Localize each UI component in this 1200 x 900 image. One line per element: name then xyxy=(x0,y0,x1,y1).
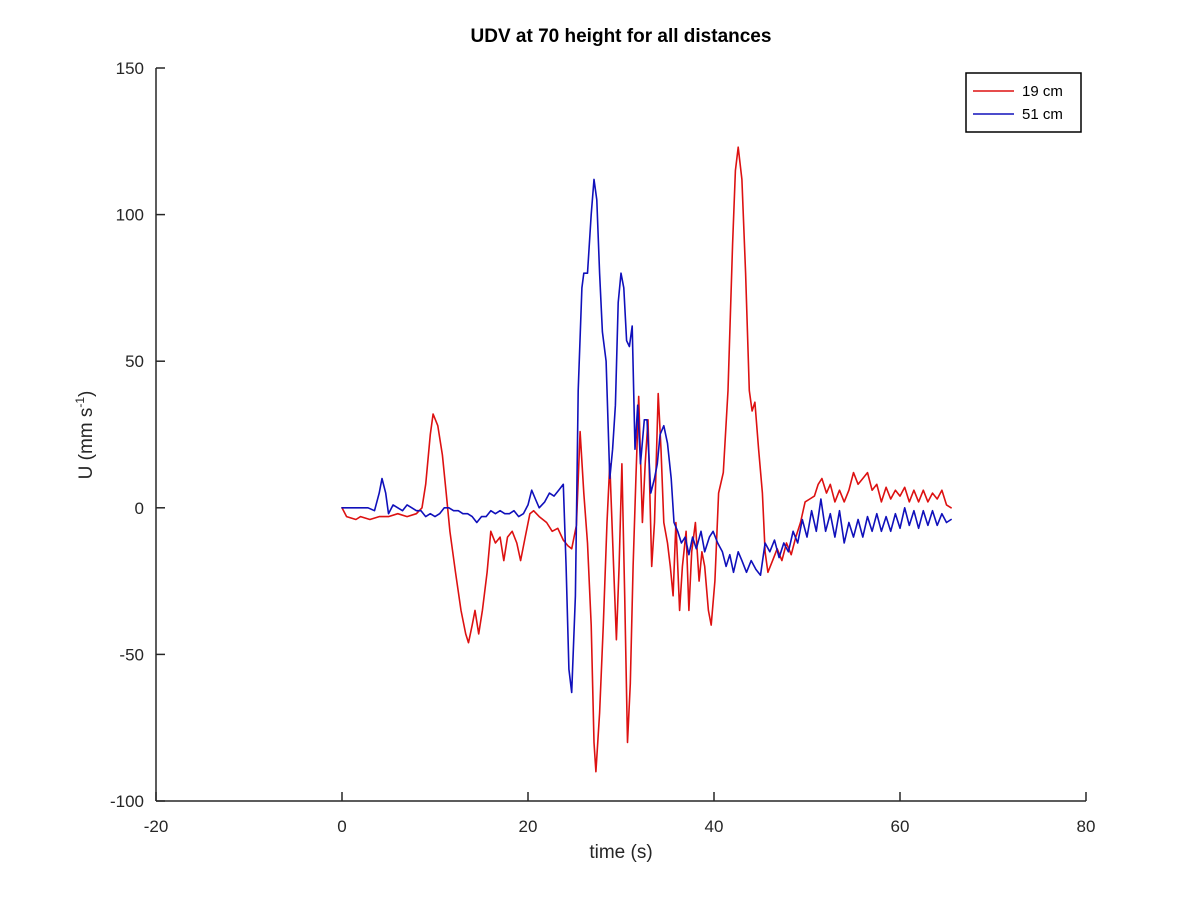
y-tick-label: 0 xyxy=(135,499,144,518)
x-axis-label: time (s) xyxy=(589,842,652,863)
tick-marks xyxy=(155,67,1087,802)
chart-title: UDV at 70 height for all distances xyxy=(471,26,772,47)
y-axis-label-main: U (mm s xyxy=(76,408,97,480)
svg-text:U (mm s-1): U (mm s-1) xyxy=(73,391,97,480)
x-tick-label: 0 xyxy=(337,817,346,836)
y-tick-label: -100 xyxy=(110,792,144,811)
x-tick-label: 40 xyxy=(705,817,724,836)
axes xyxy=(155,68,1086,802)
series-line-2 xyxy=(341,178,952,694)
y-tick-label: 100 xyxy=(116,206,144,225)
y-tick-label: -50 xyxy=(119,645,144,664)
y-axis-label-superscript: -1 xyxy=(73,397,87,408)
legend: 19 cm 51 cm xyxy=(965,72,1082,133)
legend-label-2: 51 cm xyxy=(1022,106,1063,123)
y-axis-label: U (mm s-1) xyxy=(73,391,97,480)
legend-box xyxy=(965,72,1082,133)
legend-label-1: 19 cm xyxy=(1022,83,1063,100)
x-tick-label: 20 xyxy=(519,817,538,836)
series-layer xyxy=(341,146,952,773)
series-line-1 xyxy=(341,146,952,773)
y-tick-label: 150 xyxy=(116,59,144,78)
x-tick-label: 60 xyxy=(891,817,910,836)
y-tick-label: 50 xyxy=(125,352,144,371)
y-axis-label-end: ) xyxy=(76,391,97,397)
tick-labels: -20 0 20 40 60 80 -100 -50 0 50 100 150 xyxy=(110,59,1095,836)
x-tick-label: -20 xyxy=(144,817,169,836)
x-tick-label: 80 xyxy=(1077,817,1096,836)
